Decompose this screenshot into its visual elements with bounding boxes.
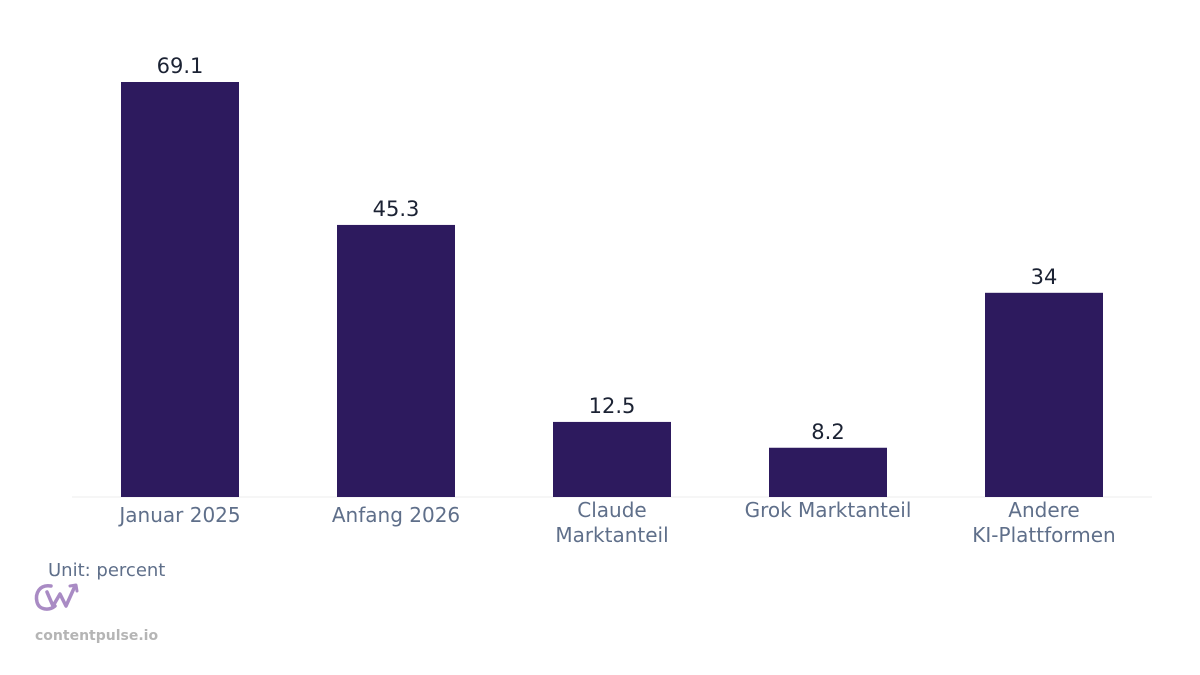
brand-name: contentpulse.io	[35, 628, 159, 644]
category-label-1: Anfang 2026	[332, 503, 460, 527]
bars-group	[121, 82, 1103, 497]
category-label-line: KI-Plattformen	[972, 523, 1115, 547]
category-label-line: Claude	[577, 498, 646, 522]
category-label-line: Anfang 2026	[332, 503, 460, 527]
category-label-line: Januar 2025	[117, 503, 240, 527]
value-label-1: 45.3	[373, 197, 420, 221]
category-label-0: Januar 2025	[117, 503, 240, 527]
category-labels-group: Januar 2025 Anfang 2026 Claude Marktanteil G…	[117, 498, 1115, 547]
unit-label: Unit: percent	[48, 560, 166, 581]
value-labels-group: 69.1 45.3 12.5 8.2 34	[157, 54, 1058, 444]
category-label-line: Andere	[1008, 498, 1079, 522]
category-label-line: Grok Marktanteil	[745, 498, 912, 522]
bar-4	[985, 292, 1103, 497]
value-label-0: 69.1	[157, 54, 204, 78]
cw-logo-icon	[34, 583, 79, 611]
bar-0	[121, 82, 239, 497]
bar-3	[769, 447, 887, 497]
value-label-3: 8.2	[811, 420, 844, 444]
bar-1	[337, 224, 455, 497]
bar-chart: 69.1 45.3 12.5 8.2 34 Januar 2025 Anfang 2026…	[72, 54, 1152, 547]
category-label-3: Grok Marktanteil	[745, 498, 912, 522]
category-label-2: Claude Marktanteil	[555, 498, 668, 547]
category-label-line: Marktanteil	[555, 523, 668, 547]
value-label-4: 34	[1031, 265, 1058, 289]
category-label-4: Andere KI-Plattformen	[972, 498, 1115, 547]
bar-2	[553, 421, 671, 497]
value-label-2: 12.5	[589, 394, 636, 418]
